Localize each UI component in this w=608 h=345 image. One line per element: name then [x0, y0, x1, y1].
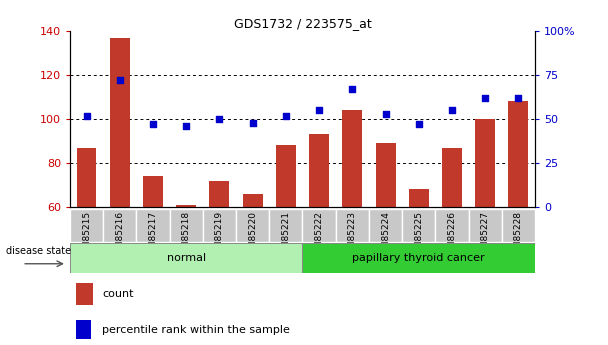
Point [414, 121, 424, 127]
Bar [402, 209, 435, 242]
Point [381, 111, 390, 117]
Text: GSM85215: GSM85215 [82, 211, 91, 260]
Text: GSM85226: GSM85226 [447, 211, 457, 260]
Title: GDS1732 / 223575_at: GDS1732 / 223575_at [233, 17, 371, 30]
Bar [309, 135, 329, 207]
Point [447, 108, 457, 113]
Bar [369, 209, 402, 242]
Bar [442, 148, 462, 207]
Bar [77, 148, 97, 207]
Bar [435, 209, 469, 242]
Bar [77, 283, 92, 305]
Bar [376, 143, 395, 207]
Point [347, 86, 357, 92]
Bar [203, 209, 236, 242]
Point [81, 113, 91, 118]
Point [514, 95, 523, 101]
Text: papillary thyroid cancer: papillary thyroid cancer [353, 253, 485, 263]
Text: GSM85227: GSM85227 [481, 211, 489, 260]
Bar [136, 209, 170, 242]
Bar [302, 243, 535, 273]
Bar [70, 243, 302, 273]
Bar [508, 101, 528, 207]
Bar [469, 209, 502, 242]
Point [314, 108, 324, 113]
Text: GSM85220: GSM85220 [248, 211, 257, 260]
Bar [302, 209, 336, 242]
Bar [176, 205, 196, 207]
Point [480, 95, 490, 101]
Text: GSM85221: GSM85221 [282, 211, 291, 260]
Bar [276, 146, 296, 207]
Text: GSM85228: GSM85228 [514, 211, 523, 260]
Point [215, 116, 224, 122]
Bar [70, 209, 103, 242]
Bar [209, 181, 229, 207]
Point [248, 120, 258, 125]
Bar [103, 209, 136, 242]
Bar [110, 38, 130, 207]
Text: GSM85219: GSM85219 [215, 211, 224, 260]
Text: GSM85217: GSM85217 [148, 211, 157, 260]
Point [115, 78, 125, 83]
Text: normal: normal [167, 253, 206, 263]
Bar [342, 110, 362, 207]
Text: GSM85224: GSM85224 [381, 211, 390, 260]
Text: count: count [103, 289, 134, 299]
Text: GSM85218: GSM85218 [182, 211, 191, 260]
Bar [269, 209, 302, 242]
Text: GSM85223: GSM85223 [348, 211, 357, 260]
Bar [409, 189, 429, 207]
Bar [502, 209, 535, 242]
Bar [475, 119, 495, 207]
Bar [170, 209, 203, 242]
Bar [77, 320, 91, 339]
Text: GSM85222: GSM85222 [314, 211, 323, 260]
Point [181, 123, 191, 129]
Text: disease state: disease state [6, 246, 71, 256]
Text: GSM85225: GSM85225 [414, 211, 423, 260]
Point [281, 113, 291, 118]
Point [148, 121, 158, 127]
Bar [236, 209, 269, 242]
Bar [336, 209, 369, 242]
Text: percentile rank within the sample: percentile rank within the sample [103, 325, 291, 335]
Text: GSM85216: GSM85216 [116, 211, 124, 260]
Bar [243, 194, 263, 207]
Bar [143, 176, 163, 207]
